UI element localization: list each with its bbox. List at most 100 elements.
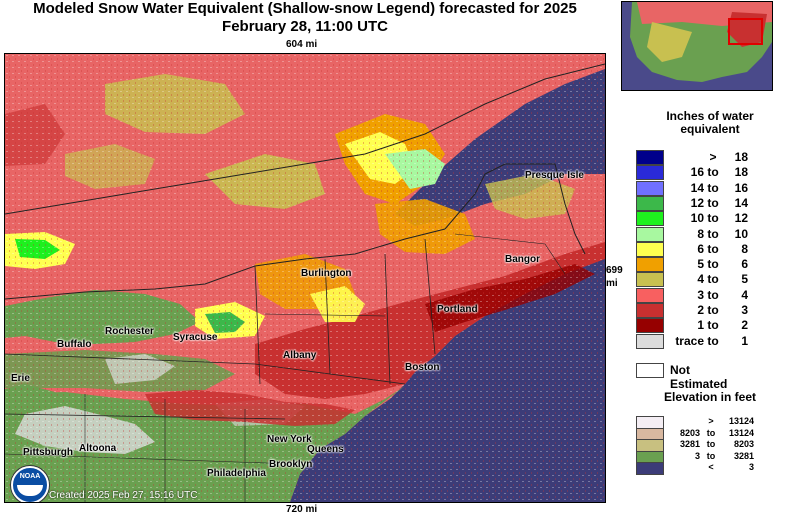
legend-high: 4 — [741, 287, 748, 302]
legend-swatch — [636, 226, 664, 242]
legend-swatch — [636, 318, 664, 334]
legend-sep: to — [707, 318, 719, 333]
city-label: Burlington — [301, 268, 352, 279]
city-label: Queens — [307, 444, 344, 455]
snow-map[interactable]: Presque Isle Bangor Burlington Portland … — [4, 53, 606, 503]
legend-swatch — [636, 272, 664, 288]
not-estimated-swatch — [636, 363, 664, 378]
legend-sep: > — [709, 150, 717, 164]
elevation-sep: < — [708, 462, 714, 473]
city-label: Pittsburgh — [23, 447, 73, 458]
elevation-high: 13124 — [728, 416, 754, 426]
city-label: Albany — [283, 350, 317, 361]
legend-swatch — [636, 180, 664, 196]
legend-low: 4 — [697, 272, 704, 287]
legend-high: 16 — [734, 180, 748, 195]
not-estimated-label: Not Estimated — [670, 363, 728, 391]
legend-low: 3 — [697, 287, 704, 302]
city-label: Syracuse — [173, 332, 218, 343]
legend-swatch — [636, 165, 664, 181]
legend-swatch — [636, 211, 664, 227]
snow-map-graphic — [5, 54, 605, 502]
legend-high: 18 — [734, 165, 748, 180]
elevation-low: 3 — [694, 450, 700, 461]
elevation-sep: > — [708, 416, 714, 426]
title-line-1: Modeled Snow Water Equivalent (Shallow-s… — [33, 0, 577, 17]
elevation-high: 3 — [748, 462, 754, 473]
elevation-high: 3281 — [733, 450, 754, 461]
legend-sep: to — [707, 272, 719, 287]
legend-low: 14 — [690, 180, 704, 195]
legend-high: 8 — [741, 241, 748, 256]
legend-low: 12 — [690, 195, 704, 210]
legend-sep: to — [707, 211, 719, 226]
legend-low: 10 — [690, 211, 704, 226]
scale-top-label: 604 mi — [286, 39, 318, 50]
scale-right-label-1: 699 — [606, 265, 623, 276]
city-label: Erie — [11, 373, 30, 384]
legend-title-line-2: equivalent — [680, 122, 740, 136]
elevation-sep: to — [706, 450, 716, 461]
city-label: Altoona — [79, 443, 117, 454]
legend-high: 2 — [741, 318, 748, 333]
legend-sep: to — [707, 241, 719, 256]
legend-sep: to — [707, 287, 719, 302]
elevation-sep: to — [706, 439, 716, 450]
legend-high: 6 — [741, 257, 748, 272]
city-label: Portland — [437, 304, 478, 315]
legend-low: 16 — [690, 165, 704, 180]
legend-high: 12 — [734, 211, 748, 226]
city-label: Buffalo — [57, 339, 92, 350]
elevation-sep: to — [706, 427, 716, 438]
elevation-legend-title: Elevation in feet — [663, 390, 757, 404]
legend-sep: to — [707, 226, 719, 241]
legend-high: 3 — [741, 303, 748, 317]
legend-sep: to — [707, 195, 719, 210]
noaa-logo-text: NOAA — [19, 473, 41, 480]
legend-high: 5 — [741, 272, 748, 287]
legend-sep: to — [707, 257, 719, 272]
city-label: New York — [267, 434, 312, 445]
legend-sep: to — [707, 303, 719, 317]
legend-low: 5 — [697, 257, 704, 272]
elevation-high: 8203 — [733, 439, 754, 450]
legend-swatch — [636, 303, 664, 318]
city-label: Brooklyn — [269, 459, 313, 470]
elevation-high: 13124 — [728, 427, 754, 438]
legend-sep: to — [707, 180, 719, 195]
city-label: Rochester — [105, 326, 154, 337]
elevation-swatch — [636, 462, 664, 476]
legend-swatch — [636, 195, 664, 211]
scale-right-label-2: mi — [606, 278, 618, 289]
locator-inset-graphic — [630, 2, 772, 82]
legend-swatch — [636, 150, 664, 165]
legend-sep: to — [707, 165, 719, 180]
map-title: Modeled Snow Water Equivalent (Shallow-s… — [0, 0, 610, 36]
created-timestamp: Created 2025 Feb 27, 15:16 UTC — [49, 490, 198, 501]
legend-high: 14 — [734, 195, 748, 210]
legend-high: 1 — [741, 333, 748, 348]
legend-high: 18 — [734, 150, 748, 164]
title-line-2: February 28, 11:00 UTC — [222, 18, 388, 35]
legend-swatch — [636, 287, 664, 303]
noaa-logo: NOAA — [11, 466, 49, 502]
legend-swatch — [636, 257, 664, 273]
elevation-low: 3281 — [679, 439, 700, 450]
legend-swatch — [636, 241, 664, 257]
legend-title: Inches of water equivalent — [620, 110, 800, 136]
legend-title-line-1: Inches of water — [666, 109, 754, 123]
legend-low: 6 — [697, 241, 704, 256]
locator-inset-map — [621, 1, 773, 91]
legend-sep: to — [707, 333, 719, 348]
legend-high: 10 — [734, 226, 748, 241]
city-label: Philadelphia — [207, 468, 266, 479]
legend-low: 1 — [697, 318, 704, 333]
scale-bottom-label: 720 mi — [286, 504, 318, 515]
city-label: Presque Isle — [525, 170, 584, 181]
city-label: Boston — [405, 362, 440, 373]
elevation-low: 8203 — [679, 427, 700, 438]
legend-low: 8 — [697, 226, 704, 241]
legend-low: 2 — [697, 303, 704, 317]
legend-swatch — [636, 333, 664, 349]
city-label: Bangor — [505, 254, 540, 265]
